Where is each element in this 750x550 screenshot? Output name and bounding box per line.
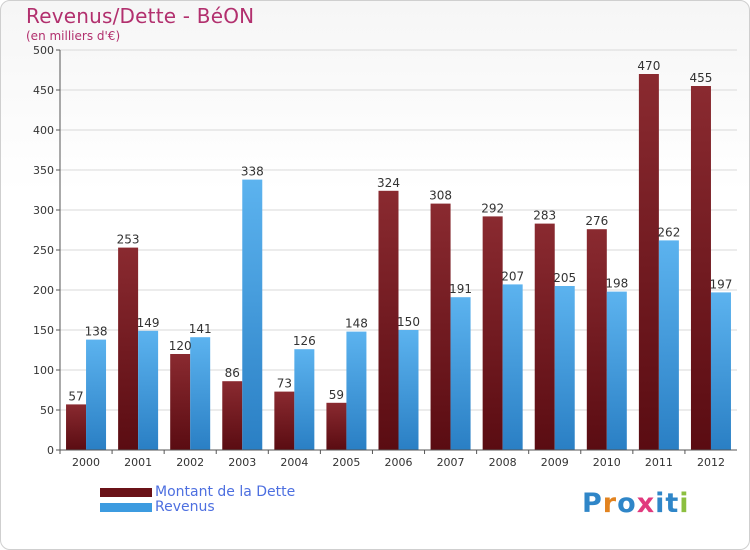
bar-revenus bbox=[190, 337, 211, 450]
x-tick-label: 2002 bbox=[176, 456, 204, 469]
y-tick-label: 100 bbox=[33, 364, 54, 377]
data-label: 324 bbox=[377, 176, 400, 190]
data-label: 338 bbox=[241, 165, 264, 179]
data-label: 455 bbox=[690, 71, 713, 85]
x-tick-label: 2004 bbox=[280, 456, 308, 469]
data-label: 120 bbox=[169, 339, 192, 353]
x-tick-label: 2009 bbox=[541, 456, 569, 469]
bar-revenus bbox=[138, 330, 159, 450]
data-label: 283 bbox=[533, 209, 556, 223]
bar-debt bbox=[66, 404, 87, 450]
bar-revenus bbox=[606, 291, 627, 450]
bar-debt bbox=[690, 86, 711, 450]
proxiti-logo: Proxiti bbox=[582, 488, 690, 519]
y-tick-label: 200 bbox=[33, 284, 54, 297]
data-label: 126 bbox=[293, 334, 316, 348]
bar-revenus bbox=[450, 297, 471, 450]
logo-letter: P bbox=[582, 488, 603, 519]
bar-revenus bbox=[398, 330, 419, 450]
x-tick-label: 2000 bbox=[72, 456, 100, 469]
data-label: 292 bbox=[481, 201, 504, 215]
x-tick-label: 2005 bbox=[332, 456, 360, 469]
bar-revenus bbox=[554, 286, 575, 450]
bar-debt bbox=[430, 203, 451, 450]
chart-title: Revenus/Dette - BéON bbox=[26, 4, 255, 28]
chart-subtitle: (en milliers d'€) bbox=[26, 29, 121, 43]
x-tick-label: 2003 bbox=[228, 456, 256, 469]
y-tick-label: 250 bbox=[33, 244, 54, 257]
data-label: 86 bbox=[225, 366, 240, 380]
data-label: 150 bbox=[397, 315, 420, 329]
x-tick-label: 2006 bbox=[385, 456, 413, 469]
bar-debt bbox=[534, 223, 555, 450]
data-label: 470 bbox=[637, 59, 660, 73]
data-label: 197 bbox=[710, 277, 733, 291]
bar-revenus bbox=[242, 179, 263, 450]
bar-debt bbox=[274, 391, 295, 450]
bar-debt bbox=[638, 74, 659, 450]
data-label: 207 bbox=[501, 269, 524, 283]
data-label: 308 bbox=[429, 189, 452, 203]
bar-debt bbox=[378, 190, 399, 451]
data-label: 276 bbox=[585, 214, 608, 228]
bar-revenus bbox=[346, 331, 367, 450]
x-tick-label: 2008 bbox=[489, 456, 517, 469]
bar-revenus bbox=[658, 240, 679, 450]
logo-letter: o bbox=[617, 488, 637, 519]
bar-debt bbox=[170, 354, 191, 450]
legend-swatch-revenus bbox=[100, 503, 152, 512]
bar-revenus bbox=[294, 349, 315, 450]
y-tick-label: 400 bbox=[33, 124, 54, 137]
legend-label-revenus: Revenus bbox=[155, 499, 215, 515]
y-tick-label: 450 bbox=[33, 84, 54, 97]
legend-label-debt: Montant de la Dette bbox=[155, 484, 296, 500]
bar-debt bbox=[222, 381, 243, 450]
bar-debt bbox=[118, 247, 139, 450]
x-tick-label: 2011 bbox=[645, 456, 673, 469]
data-label: 205 bbox=[553, 271, 576, 285]
data-label: 73 bbox=[277, 377, 292, 391]
y-tick-label: 500 bbox=[33, 44, 54, 57]
x-tick-label: 2001 bbox=[124, 456, 152, 469]
y-tick-label: 350 bbox=[33, 164, 54, 177]
logo-letter: x bbox=[636, 488, 656, 519]
legend-swatch-debt bbox=[100, 488, 152, 497]
data-label: 198 bbox=[605, 277, 628, 291]
bar-revenus bbox=[710, 292, 731, 450]
data-label: 262 bbox=[657, 225, 680, 239]
y-tick-label: 300 bbox=[33, 204, 54, 217]
bar-debt bbox=[326, 402, 347, 450]
y-tick-label: 50 bbox=[40, 404, 54, 417]
bar-debt bbox=[482, 216, 503, 450]
data-label: 57 bbox=[68, 389, 83, 403]
logo-letter: t bbox=[665, 488, 680, 519]
bar-debt bbox=[586, 229, 607, 450]
logo-letter: i bbox=[679, 488, 690, 519]
bar-revenus bbox=[502, 284, 523, 450]
y-tick-label: 150 bbox=[33, 324, 54, 337]
data-label: 141 bbox=[189, 322, 212, 336]
data-label: 138 bbox=[85, 325, 108, 339]
data-label: 191 bbox=[449, 282, 472, 296]
y-tick-label: 0 bbox=[47, 444, 54, 457]
logo-letter: i bbox=[655, 488, 666, 519]
data-label: 59 bbox=[329, 388, 344, 402]
x-tick-label: 2007 bbox=[437, 456, 465, 469]
data-label: 253 bbox=[117, 233, 140, 247]
x-tick-label: 2012 bbox=[697, 456, 725, 469]
x-tick-label: 2010 bbox=[593, 456, 621, 469]
data-label: 149 bbox=[137, 316, 160, 330]
data-label: 148 bbox=[345, 317, 368, 331]
logo-letter: r bbox=[602, 488, 618, 519]
bar-revenus bbox=[86, 339, 107, 450]
